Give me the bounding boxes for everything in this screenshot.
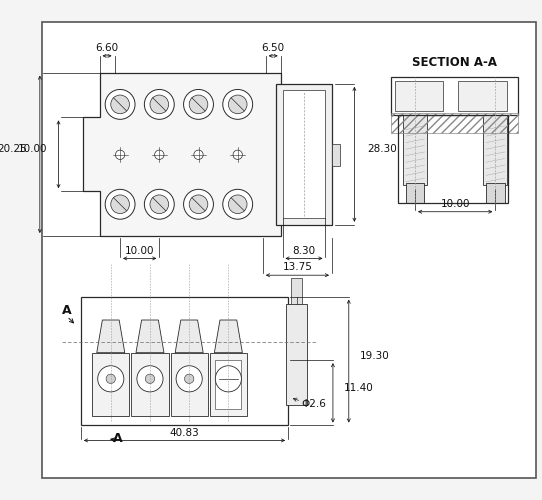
Bar [215, 360, 241, 408]
Polygon shape [215, 320, 242, 352]
Circle shape [228, 95, 247, 114]
Text: 20.25: 20.25 [0, 144, 27, 154]
Bar [395, 81, 443, 111]
Bar [171, 352, 208, 416]
Circle shape [176, 366, 202, 392]
Circle shape [215, 366, 241, 392]
Bar [486, 183, 505, 204]
Circle shape [145, 374, 154, 384]
Text: 19.30: 19.30 [360, 351, 390, 361]
Circle shape [105, 190, 135, 219]
Bar [398, 114, 508, 204]
Bar [406, 183, 424, 204]
Text: SECTION A-A: SECTION A-A [412, 56, 497, 69]
Circle shape [223, 90, 253, 120]
Polygon shape [175, 320, 203, 352]
Circle shape [150, 95, 169, 114]
Text: 10.00: 10.00 [441, 199, 470, 209]
Bar [131, 352, 169, 416]
Circle shape [105, 90, 135, 120]
Text: 10.00: 10.00 [125, 246, 154, 256]
Text: 13.75: 13.75 [282, 262, 312, 272]
Bar [332, 144, 340, 166]
Text: Φ2.6: Φ2.6 [301, 399, 326, 409]
Circle shape [144, 90, 174, 120]
Text: 28.30: 28.30 [367, 144, 397, 154]
Bar [291, 278, 302, 304]
Circle shape [106, 374, 115, 384]
Text: 10.00: 10.00 [18, 144, 47, 154]
Circle shape [189, 195, 208, 214]
Bar [403, 114, 427, 184]
Circle shape [223, 190, 253, 219]
Circle shape [150, 195, 169, 214]
Circle shape [233, 150, 242, 160]
Text: 6.60: 6.60 [95, 43, 119, 53]
Circle shape [194, 150, 203, 160]
Text: 8.30: 8.30 [293, 246, 315, 256]
Circle shape [184, 190, 214, 219]
Polygon shape [136, 320, 164, 352]
Circle shape [115, 150, 125, 160]
Bar [81, 296, 288, 426]
Text: A: A [62, 304, 72, 318]
Text: 40.83: 40.83 [170, 428, 199, 438]
Circle shape [228, 195, 247, 214]
Bar [92, 352, 130, 416]
Text: A: A [113, 432, 123, 446]
Bar [282, 90, 325, 218]
Bar [391, 78, 518, 114]
Bar [276, 84, 332, 225]
Text: 6.50: 6.50 [262, 43, 285, 53]
Bar [483, 114, 507, 184]
Bar [286, 304, 307, 405]
Polygon shape [83, 72, 298, 236]
Circle shape [154, 150, 164, 160]
Circle shape [189, 95, 208, 114]
Circle shape [111, 95, 130, 114]
Bar [458, 81, 507, 111]
Circle shape [144, 190, 174, 219]
Text: 11.40: 11.40 [344, 383, 374, 393]
Circle shape [111, 195, 130, 214]
Polygon shape [97, 320, 125, 352]
Circle shape [184, 90, 214, 120]
Bar [210, 352, 247, 416]
Circle shape [98, 366, 124, 392]
Bar [391, 113, 518, 134]
Circle shape [137, 366, 163, 392]
Circle shape [184, 374, 194, 384]
